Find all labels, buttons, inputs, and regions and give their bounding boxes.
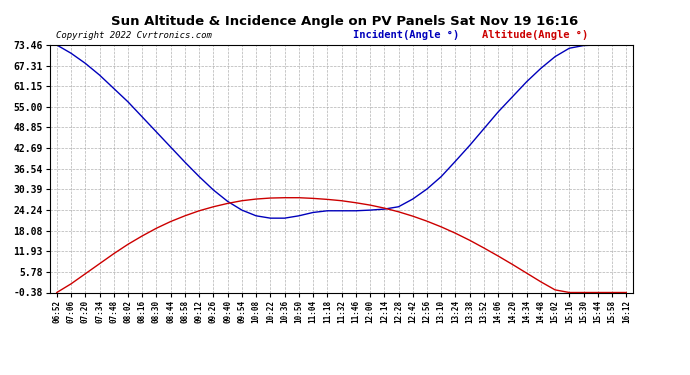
Text: Copyright 2022 Cvrtronics.com: Copyright 2022 Cvrtronics.com xyxy=(55,31,211,40)
Text: Incident(Angle °): Incident(Angle °) xyxy=(353,30,460,40)
Text: Altitude(Angle °): Altitude(Angle °) xyxy=(482,30,588,40)
Text: Sun Altitude & Incidence Angle on PV Panels Sat Nov 19 16:16: Sun Altitude & Incidence Angle on PV Pan… xyxy=(111,15,579,28)
